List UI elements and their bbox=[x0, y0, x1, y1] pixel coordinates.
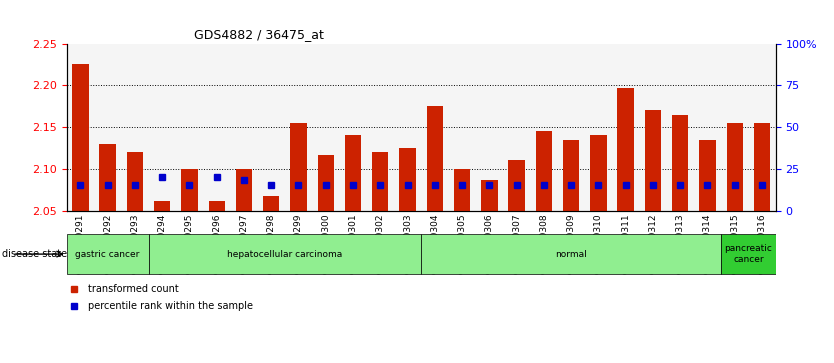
Bar bbox=[208, 200, 225, 211]
Bar bbox=[481, 180, 498, 211]
Text: transformed count: transformed count bbox=[88, 284, 178, 294]
Text: pancreatic
cancer: pancreatic cancer bbox=[725, 244, 772, 264]
Bar bbox=[263, 196, 279, 211]
Bar bbox=[127, 152, 143, 211]
Bar bbox=[427, 106, 443, 211]
Bar bbox=[509, 160, 525, 211]
Bar bbox=[181, 169, 198, 211]
Bar bbox=[154, 200, 170, 211]
FancyBboxPatch shape bbox=[421, 234, 721, 274]
Bar bbox=[535, 131, 552, 211]
Bar bbox=[672, 114, 688, 211]
FancyBboxPatch shape bbox=[148, 234, 421, 274]
Text: GDS4882 / 36475_at: GDS4882 / 36475_at bbox=[194, 28, 324, 41]
FancyBboxPatch shape bbox=[721, 234, 776, 274]
Text: percentile rank within the sample: percentile rank within the sample bbox=[88, 301, 253, 311]
Bar bbox=[617, 88, 634, 211]
Bar bbox=[699, 139, 716, 211]
Bar bbox=[399, 148, 415, 211]
Bar bbox=[344, 135, 361, 211]
Bar bbox=[645, 110, 661, 211]
Text: hepatocellular carcinoma: hepatocellular carcinoma bbox=[227, 250, 343, 258]
Text: gastric cancer: gastric cancer bbox=[75, 250, 140, 258]
Bar bbox=[563, 139, 580, 211]
Bar bbox=[318, 155, 334, 211]
Bar bbox=[726, 123, 743, 211]
Text: disease state: disease state bbox=[2, 249, 67, 259]
FancyBboxPatch shape bbox=[67, 234, 148, 274]
Text: normal: normal bbox=[555, 250, 587, 258]
Bar bbox=[590, 135, 606, 211]
Bar bbox=[290, 123, 307, 211]
Bar bbox=[99, 144, 116, 211]
Bar bbox=[754, 123, 770, 211]
Bar bbox=[236, 169, 252, 211]
Bar bbox=[73, 64, 88, 211]
Bar bbox=[372, 152, 389, 211]
Bar bbox=[454, 169, 470, 211]
